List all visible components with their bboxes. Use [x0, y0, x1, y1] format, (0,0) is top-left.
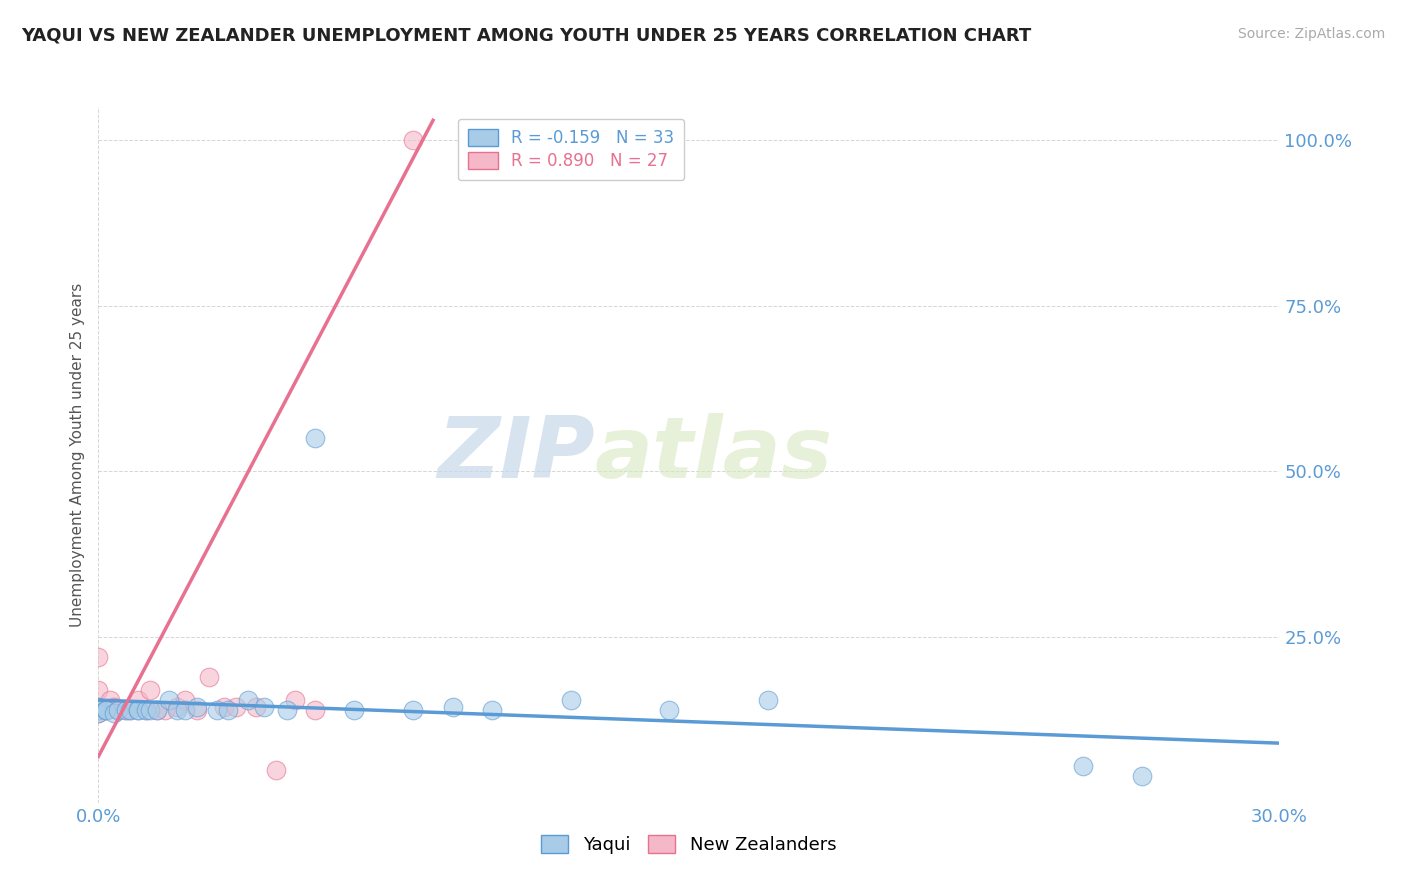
Point [96, 703, 118, 717]
Point [146, 703, 169, 717]
Point [107, 703, 129, 717]
Point [87, 699, 110, 714]
Text: atlas: atlas [595, 413, 832, 497]
Point [284, 693, 307, 707]
Point [205, 703, 228, 717]
Point [1071, 759, 1094, 773]
Point [103, 699, 125, 714]
Point [214, 699, 236, 714]
Point [166, 703, 188, 717]
Point [217, 703, 239, 717]
Point [245, 699, 267, 714]
Point [98, 693, 121, 707]
Point [186, 703, 208, 717]
Point [166, 699, 188, 714]
Point [157, 693, 180, 707]
Point [186, 699, 208, 714]
Point [127, 693, 149, 707]
Point [107, 703, 129, 717]
Point [118, 703, 141, 717]
Point [1130, 769, 1153, 783]
Legend: Yaqui, New Zealanders: Yaqui, New Zealanders [533, 826, 845, 863]
Point [115, 703, 138, 717]
Point [87, 683, 110, 698]
Point [87, 703, 110, 717]
Point [225, 699, 247, 714]
Point [174, 693, 197, 707]
Point [127, 703, 149, 717]
Point [560, 693, 582, 707]
Point [304, 703, 326, 717]
Point [264, 763, 287, 777]
Point [481, 703, 503, 717]
Point [276, 703, 298, 717]
Point [402, 133, 425, 147]
Point [115, 703, 138, 717]
Point [197, 670, 219, 684]
Point [118, 703, 141, 717]
Point [87, 650, 110, 665]
Point [96, 703, 118, 717]
Text: YAQUI VS NEW ZEALANDER UNEMPLOYMENT AMONG YOUTH UNDER 25 YEARS CORRELATION CHART: YAQUI VS NEW ZEALANDER UNEMPLOYMENT AMON… [21, 27, 1032, 45]
Point [402, 703, 425, 717]
Point [756, 693, 779, 707]
Point [138, 683, 160, 698]
Point [135, 703, 157, 717]
Point [127, 703, 149, 717]
Point [253, 699, 276, 714]
Point [658, 703, 681, 717]
Point [304, 431, 326, 445]
Point [87, 703, 110, 717]
Y-axis label: Unemployment Among Youth under 25 years: Unemployment Among Youth under 25 years [70, 283, 86, 627]
Point [174, 703, 197, 717]
Point [146, 703, 169, 717]
Point [441, 699, 464, 714]
Point [96, 703, 118, 717]
Point [343, 703, 366, 717]
Point [138, 703, 160, 717]
Point [87, 699, 110, 714]
Text: Source: ZipAtlas.com: Source: ZipAtlas.com [1237, 27, 1385, 41]
Point [103, 706, 125, 721]
Point [236, 693, 259, 707]
Point [87, 706, 110, 721]
Point [87, 706, 110, 721]
Point [155, 703, 177, 717]
Text: ZIP: ZIP [437, 413, 595, 497]
Point [135, 703, 157, 717]
